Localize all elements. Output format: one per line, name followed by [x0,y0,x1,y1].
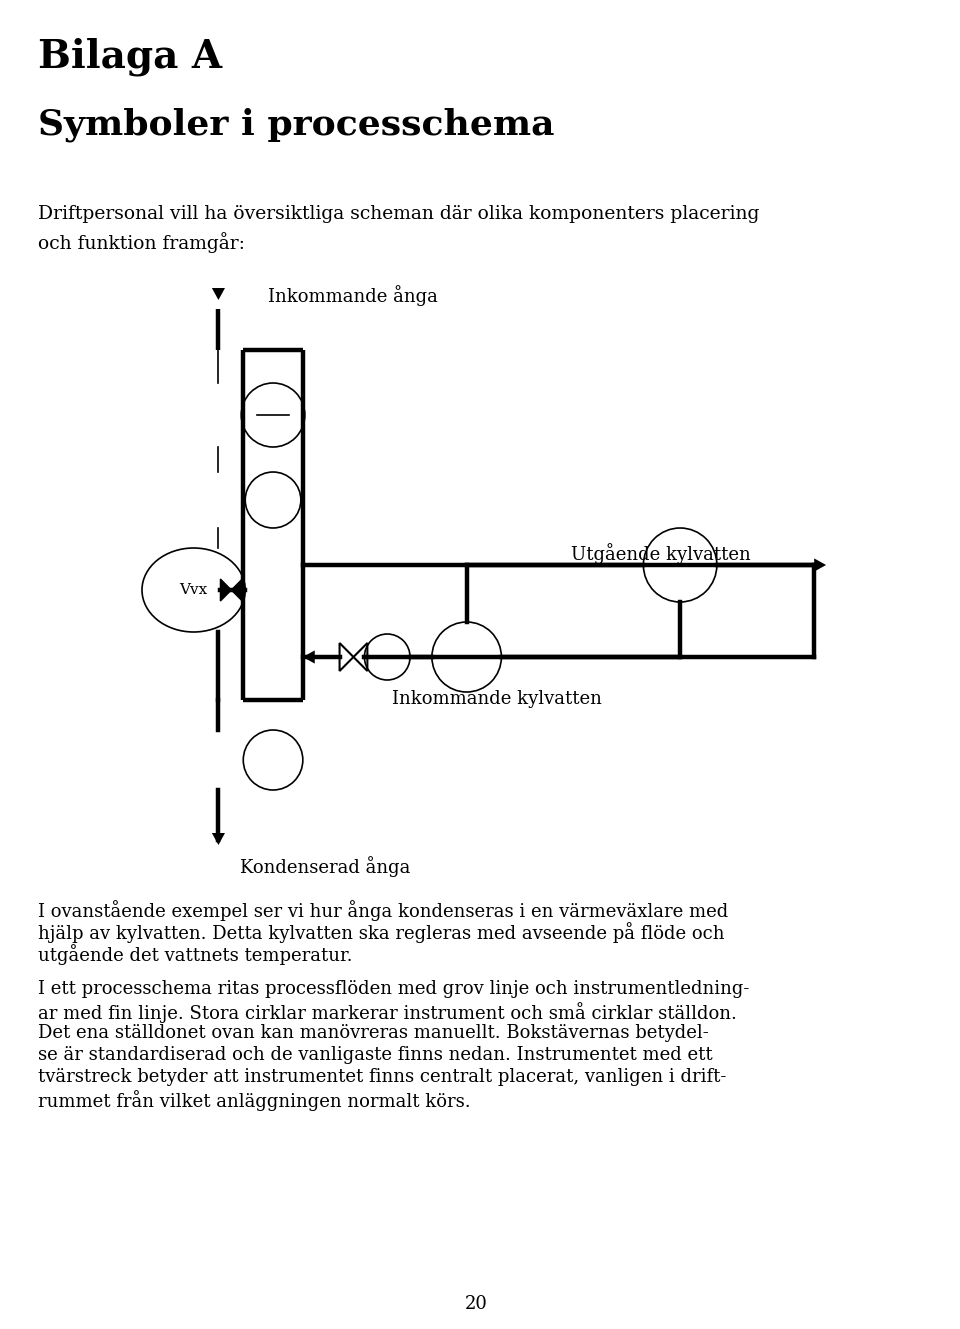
Text: och funktion framgår:: och funktion framgår: [37,233,245,253]
Text: se är standardiserad och de vanligaste finns nedan. Instrumentet med ett: se är standardiserad och de vanligaste f… [37,1046,712,1065]
Polygon shape [814,558,827,571]
Polygon shape [340,643,353,671]
Text: Utgående kylvatten: Utgående kylvatten [571,544,751,563]
Text: Det ena ställdonet ovan kan manövreras manuellt. Bokstävernas betydel-: Det ena ställdonet ovan kan manövreras m… [37,1025,708,1042]
Polygon shape [212,288,225,300]
Text: Driftpersonal vill ha översiktliga scheman där olika komponenters placering: Driftpersonal vill ha översiktliga schem… [37,205,759,223]
Polygon shape [353,643,368,671]
Text: Inkommande kylvatten: Inkommande kylvatten [393,690,602,708]
Text: ar med fin linje. Stora cirklar markerar instrument och små cirklar ställdon.: ar med fin linje. Stora cirklar markerar… [37,1002,736,1023]
Text: tvärstreck betyder att instrumentet finns centralt placerat, vanligen i drift-: tvärstreck betyder att instrumentet finn… [37,1069,726,1086]
Polygon shape [212,833,225,845]
Text: I ovanstående exempel ser vi hur ånga kondenseras i en värmeväxlare med: I ovanstående exempel ser vi hur ånga ko… [37,900,728,921]
Text: Inkommande ånga: Inkommande ånga [268,284,438,306]
Text: hjälp av kylvatten. Detta kylvatten ska regleras med avseende på flöde och: hjälp av kylvatten. Detta kylvatten ska … [37,922,724,944]
Text: 20: 20 [466,1294,488,1313]
Text: Symboler i processchema: Symboler i processchema [37,108,554,142]
Text: utgående det vattnets temperatur.: utgående det vattnets temperatur. [37,944,352,965]
Text: Bilaga A: Bilaga A [37,39,222,77]
Text: Vvx: Vvx [180,583,207,597]
Polygon shape [221,579,231,601]
Polygon shape [231,579,242,601]
Polygon shape [302,650,315,663]
Text: rummet från vilket anläggningen normalt körs.: rummet från vilket anläggningen normalt … [37,1090,470,1111]
Text: I ett processchema ritas processflöden med grov linje och instrumentledning-: I ett processchema ritas processflöden m… [37,979,749,998]
Text: Kondenserad ånga: Kondenserad ånga [240,856,411,877]
